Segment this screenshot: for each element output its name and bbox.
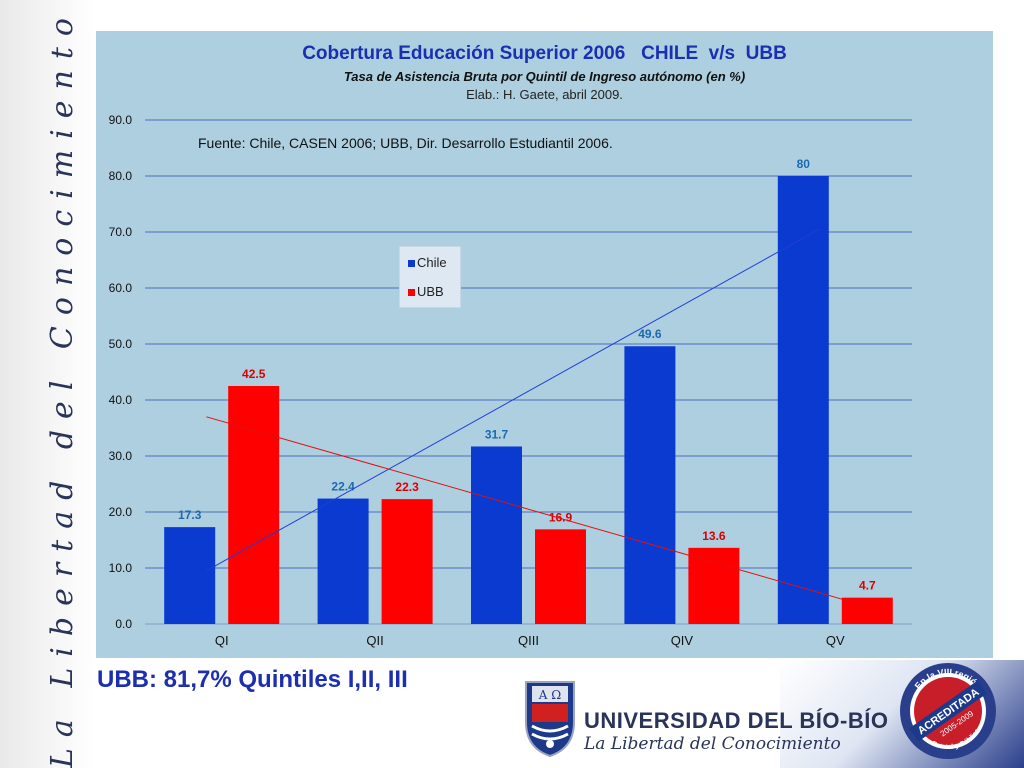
- chart-legend: Chile UBB: [399, 246, 461, 308]
- bar-ubb-qiii: [535, 529, 586, 624]
- university-crest-logo: A Ω: [525, 681, 575, 758]
- y-tick-label: 60.0: [109, 281, 133, 295]
- x-tick-label: QV: [826, 633, 845, 648]
- y-tick-label: 0.0: [115, 617, 132, 631]
- data-label-chile: 17.3: [178, 508, 202, 522]
- data-label-ubb: 42.5: [242, 367, 266, 381]
- data-label-chile: 22.4: [331, 480, 355, 494]
- y-tick-label: 30.0: [109, 449, 133, 463]
- y-tick-label: 80.0: [109, 169, 133, 183]
- data-label-ubb: 4.7: [859, 579, 876, 593]
- y-tick-label: 10.0: [109, 561, 133, 575]
- chart-source: Fuente: Chile, CASEN 2006; UBB, Dir. Des…: [198, 135, 613, 151]
- bar-ubb-qiv: [688, 547, 740, 624]
- bar-chile-qi: [164, 527, 216, 624]
- data-label-ubb: 22.3: [395, 480, 419, 494]
- bar-ubb-qii: [381, 499, 433, 624]
- x-tick-label: QIV: [671, 633, 694, 648]
- legend-item-ubb: UBB: [408, 284, 444, 299]
- legend-swatch-chile: [408, 260, 415, 268]
- trendline-chile: [206, 228, 821, 572]
- slide-conclusion: UBB: 81,7% Quintiles I,II, III: [97, 666, 408, 693]
- x-tick-label: QII: [366, 633, 383, 648]
- data-label-ubb: 13.6: [702, 529, 726, 543]
- x-tick-label: QIII: [518, 633, 539, 648]
- bar-chile-qii: [317, 498, 369, 624]
- legend-label-ubb: UBB: [417, 284, 444, 299]
- data-label-chile: 31.7: [485, 427, 509, 441]
- bar-ubb-qi: [228, 386, 280, 624]
- y-tick-label: 90.0: [109, 113, 133, 127]
- legend-label-chile: Chile: [417, 255, 447, 270]
- chart-note: Elab.: H. Gaete, abril 2009.: [466, 87, 623, 102]
- data-label-ubb: 16.9: [549, 510, 573, 524]
- data-label-chile: 49.6: [638, 327, 662, 341]
- bar-chile-qiii: [471, 446, 522, 624]
- chart-title: Cobertura Educación Superior 2006 CHILE …: [302, 43, 787, 64]
- y-tick-label: 20.0: [109, 505, 133, 519]
- trendline-ubb: [206, 416, 867, 607]
- accreditation-seal: En la VIII región Única Estatal y Públic…: [900, 663, 996, 759]
- university-name: UNIVERSIDAD DEL BÍO-BÍO: [584, 708, 889, 733]
- y-tick-label: 40.0: [109, 393, 133, 407]
- data-label-chile: 80: [797, 157, 811, 171]
- x-tick-label: QI: [215, 633, 229, 648]
- bar-chile-qv: [777, 176, 829, 624]
- university-tagline: La Libertad del Conocimiento: [584, 734, 841, 754]
- crest-letters: A Ω: [538, 688, 561, 702]
- sidebar-background: [0, 0, 95, 768]
- bar-chile-qiv: [624, 346, 676, 624]
- y-tick-label: 50.0: [109, 337, 133, 351]
- chart-subtitle: Tasa de Asistencia Bruta por Quintil de …: [343, 69, 746, 84]
- legend-item-chile: Chile: [408, 255, 447, 270]
- y-tick-label: 70.0: [109, 225, 133, 239]
- legend-swatch-ubb: [408, 289, 415, 297]
